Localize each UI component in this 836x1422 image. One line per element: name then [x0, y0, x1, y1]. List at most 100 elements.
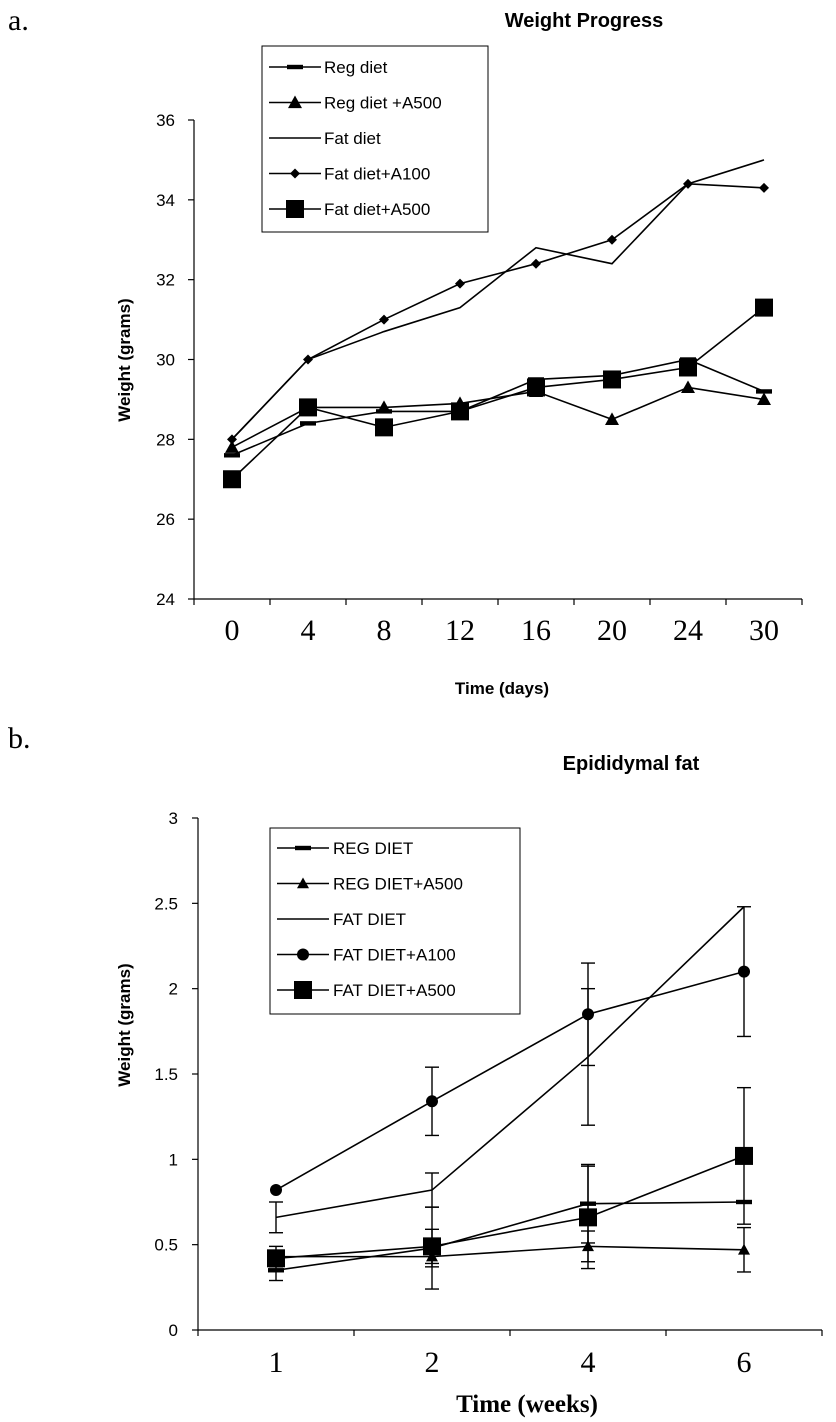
chart-b-ylabel: Weight (grams)	[115, 963, 134, 1086]
chart-a-legend-label: Fat diet+A100	[324, 165, 430, 184]
chart-a-xtick-label: 16	[521, 614, 551, 647]
chart-a-series-line	[231, 159, 765, 440]
chart-a-legend-marker	[288, 95, 302, 109]
chart-a-point	[455, 278, 465, 289]
chart-a-ytick-label: 32	[156, 271, 175, 290]
chart-a-point	[451, 402, 469, 421]
chart-b-series-fat-diet-a500	[267, 1086, 753, 1270]
chart-a-point	[683, 178, 693, 189]
chart-b-ytick-label: 2.5	[154, 894, 178, 913]
chart-b-point	[270, 1184, 282, 1197]
chart-b-title: Epididymal fat	[563, 753, 700, 775]
chart-a-ytick-label: 24	[156, 590, 175, 609]
chart-a-point	[303, 354, 313, 365]
chart-b-series-line	[276, 1245, 745, 1258]
chart-b-point	[579, 1208, 597, 1227]
chart-b-point	[738, 965, 750, 978]
chart-a-xtick-label: 20	[597, 614, 627, 647]
chart-a-point	[679, 358, 697, 377]
chart-b-xlabel: Time (weeks)	[456, 1391, 598, 1418]
chart-b-series-reg-diet-a500	[269, 1226, 751, 1273]
chart-b-point	[267, 1249, 285, 1268]
panel-b-letter: b.	[8, 722, 31, 755]
chart-a-point	[377, 400, 391, 413]
panel-a-letter: a.	[8, 4, 29, 37]
chart-b-point	[268, 1268, 284, 1273]
chart-b-xtick-label: 4	[581, 1346, 596, 1379]
chart-b-ytick-label: 3	[169, 809, 178, 828]
chart-a-point	[227, 434, 237, 445]
chart-b-legend-marker	[294, 981, 312, 999]
chart-a-series-line	[231, 183, 765, 440]
chart-a-series-reg-diet-a500	[225, 380, 771, 453]
chart-a-point	[375, 418, 393, 437]
chart-a-series-fat-diet	[231, 159, 765, 440]
chart-a-xtick-label: 24	[673, 614, 703, 647]
chart-b-legend-label: FAT DIET	[333, 910, 406, 929]
chart-a-ytick-label: 36	[156, 111, 175, 130]
chart-a-point	[223, 470, 241, 489]
chart-a-point	[756, 389, 772, 394]
chart-a-xlabel: Time (days)	[455, 679, 549, 698]
chart-a-legend-marker	[287, 64, 303, 70]
chart-b-legend-marker	[297, 877, 309, 889]
chart-a-point	[224, 453, 240, 458]
chart-a-series-line	[231, 386, 765, 449]
chart-a-xtick-label: 4	[301, 614, 316, 647]
chart-b-ytick-label: 1	[169, 1150, 178, 1169]
chart-a-xtick-label: 12	[445, 614, 475, 647]
chart-b-ytick-label: 1.5	[154, 1065, 178, 1084]
chart-b: 0 0.5 1 1.5 2 2.5 3 1 2 4 6 REG DIET REG DIET+A500 FA…	[154, 809, 823, 1379]
chart-b-point	[582, 1008, 594, 1021]
chart-b-series-line	[275, 970, 745, 1191]
chart-b-point	[735, 1146, 753, 1165]
chart-a-point	[757, 392, 771, 406]
chart-b-legend-label: REG DIET+A500	[333, 875, 463, 894]
chart-a-point	[379, 314, 389, 325]
chart-a-series-fat-diet-a100	[227, 178, 769, 445]
chart-a-point	[755, 298, 773, 317]
chart-a-point	[605, 412, 619, 425]
chart-a-point	[603, 370, 621, 389]
chart-a-legend-marker	[286, 200, 304, 218]
chart-a-legend-label: Reg diet	[324, 58, 388, 77]
chart-a-series-fat-diet-a500	[223, 298, 773, 489]
chart-b-point	[423, 1237, 441, 1256]
chart-b-legend-label: FAT DIET+A100	[333, 946, 456, 965]
chart-a-point	[531, 258, 541, 269]
chart-a-series-line	[231, 358, 765, 457]
chart-a-point	[300, 421, 316, 426]
chart-a-ytick-label: 26	[156, 510, 175, 529]
chart-a-ytick-label: 28	[156, 430, 175, 449]
chart-a-xtick-label: 30	[749, 614, 779, 647]
chart-b-point	[426, 1095, 438, 1108]
chart-a-point	[607, 234, 617, 245]
chart-b-ytick-label: 2	[169, 980, 178, 999]
chart-a-series-line	[231, 306, 765, 480]
chart-b-series-line	[275, 906, 745, 1219]
chart-b-xtick-label: 2	[425, 1346, 440, 1379]
chart-b-series-line	[275, 1201, 745, 1272]
chart-b-point	[738, 1243, 750, 1255]
chart-a-ylabel: Weight (grams)	[115, 298, 134, 421]
chart-a-legend-label: Fat diet+A500	[324, 200, 430, 219]
chart-a-point	[527, 378, 545, 397]
chart-b-ytick-label: 0.5	[154, 1236, 178, 1255]
chart-a-legend-marker	[290, 168, 300, 179]
chart-a-legend-label: Fat diet	[324, 129, 381, 148]
chart-b-series-fat-diet-a100	[270, 906, 751, 1197]
chart-a-legend-label: Reg diet +A500	[324, 94, 442, 113]
chart-b-xtick-label: 1	[269, 1346, 284, 1379]
chart-b-series-reg-diet	[268, 1163, 752, 1290]
chart-b-legend-label: FAT DIET+A500	[333, 981, 456, 1000]
chart-b-legend-marker	[295, 845, 311, 851]
chart-a-xtick-label: 8	[377, 614, 392, 647]
chart-a-title: Weight Progress	[505, 10, 664, 32]
chart-a-legend: Reg diet Reg diet +A500 Fat diet Fat diet+A…	[261, 45, 489, 233]
chart-a-ytick-label: 30	[156, 351, 175, 370]
chart-a-point	[225, 440, 239, 453]
chart-a-point	[759, 182, 769, 193]
chart-b-legend-marker	[297, 948, 309, 961]
